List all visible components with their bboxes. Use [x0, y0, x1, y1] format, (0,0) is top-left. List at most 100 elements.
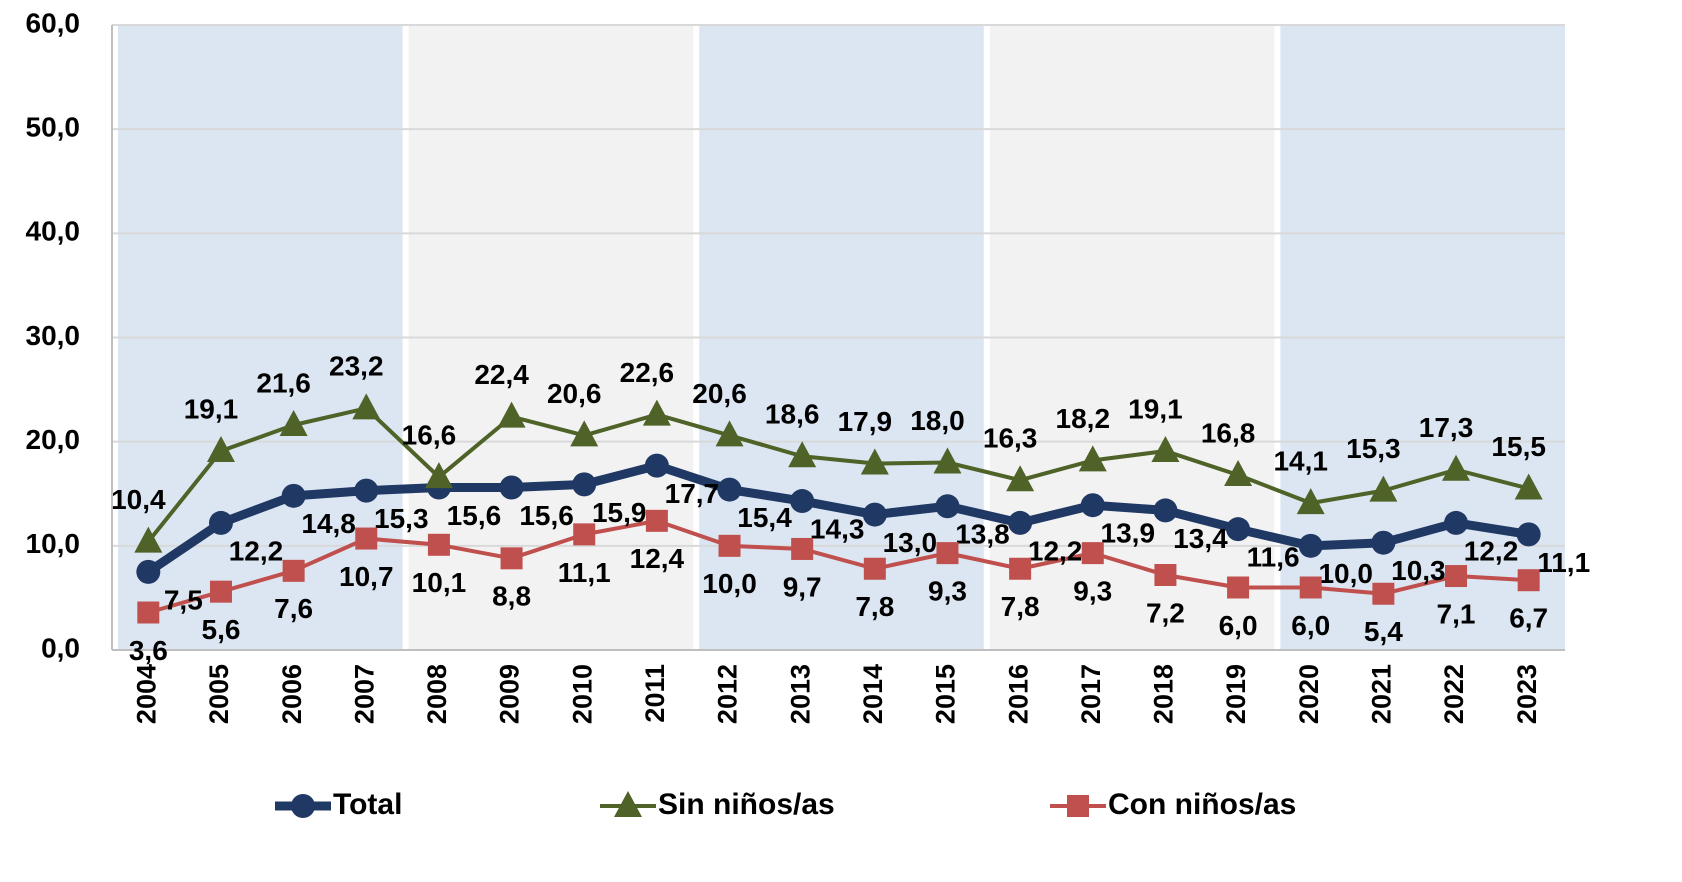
x-tick-label: 2019 [1221, 664, 1251, 724]
series-line [145, 461, 1530, 576]
point [424, 462, 453, 489]
legend-marker [614, 791, 642, 817]
point [279, 410, 308, 436]
data-label: 20,6 [547, 378, 602, 409]
x-tick-label: 2008 [422, 664, 452, 724]
point [862, 502, 887, 527]
data-label: 7,8 [855, 591, 894, 622]
point [206, 436, 235, 463]
point [642, 399, 671, 426]
point [1080, 493, 1105, 518]
point [718, 534, 741, 557]
point [282, 559, 305, 582]
data-label: 9,3 [1073, 576, 1112, 607]
data-label: 13,4 [1173, 523, 1228, 554]
data-label: 10,0 [1318, 558, 1373, 589]
y-tick-label: 50,0 [26, 112, 81, 143]
data-label: 6,0 [1219, 610, 1258, 641]
x-tick-label: 2005 [204, 664, 234, 724]
series-line [146, 406, 1530, 543]
point [933, 447, 962, 474]
x-tick-label: 2011 [640, 664, 670, 723]
point [427, 533, 450, 556]
data-label: 19,1 [1128, 393, 1183, 424]
data-label: 18,6 [765, 399, 820, 430]
data-label: 14,3 [810, 513, 865, 544]
data-label: 17,3 [1419, 412, 1474, 443]
data-label: 7,8 [1001, 591, 1040, 622]
data-label: 15,4 [737, 502, 792, 533]
x-tick-label: 2012 [713, 664, 743, 724]
data-label: 5,4 [1364, 616, 1403, 647]
point [1296, 488, 1325, 515]
data-label: 9,7 [783, 571, 822, 602]
point [788, 441, 817, 468]
point [715, 420, 744, 447]
point [860, 448, 889, 475]
point [572, 472, 597, 497]
data-label: 8,8 [492, 581, 531, 612]
point [209, 580, 232, 603]
data-label: 15,6 [519, 500, 574, 531]
x-tick-label: 2014 [858, 664, 888, 724]
data-label: 14,1 [1273, 446, 1328, 477]
point [717, 477, 742, 502]
x-tick-label: 2021 [1367, 664, 1397, 724]
point [644, 453, 669, 478]
data-label: 13,0 [883, 527, 938, 558]
x-tick-label: 2013 [785, 664, 815, 724]
point [1153, 498, 1178, 523]
data-label: 7,1 [1437, 598, 1476, 629]
data-label: 12,2 [229, 535, 284, 566]
point [1006, 465, 1035, 492]
data-label: 15,9 [592, 497, 647, 528]
point [1151, 436, 1180, 463]
point [791, 537, 814, 560]
legend-label: Con niños/as [1108, 788, 1296, 821]
point [355, 527, 378, 550]
point [1227, 576, 1250, 599]
point [1516, 522, 1541, 547]
data-label: 14,8 [301, 508, 356, 539]
point [1154, 564, 1177, 586]
x-tick-label: 2004 [131, 664, 161, 724]
point [1514, 473, 1543, 500]
x-tick-label: 2018 [1149, 664, 1179, 724]
point [1372, 582, 1395, 605]
y-tick-label: 40,0 [26, 216, 81, 247]
data-label: 10,0 [702, 568, 757, 599]
data-label: 15,5 [1491, 431, 1546, 462]
legend-label: Sin niños/as [658, 788, 835, 821]
x-tick-label: 2022 [1439, 664, 1469, 724]
data-label: 12,2 [1028, 535, 1083, 566]
x-tick-label: 2016 [1003, 664, 1033, 724]
data-label: 7,5 [164, 584, 203, 615]
x-tick-label: 2023 [1512, 664, 1542, 724]
data-label: 15,3 [1346, 433, 1401, 464]
data-label: 13,9 [1101, 518, 1156, 549]
point [1371, 530, 1396, 555]
point [134, 526, 163, 553]
data-label: 11,1 [558, 557, 611, 588]
data-label: 6,7 [1509, 603, 1548, 634]
point [790, 489, 815, 514]
point [499, 475, 524, 500]
point [497, 401, 526, 428]
data-label: 18,2 [1056, 403, 1111, 434]
x-tick-label: 2015 [931, 664, 961, 724]
point [1369, 475, 1398, 502]
x-tick-label: 2006 [277, 664, 307, 724]
point [863, 557, 886, 580]
point [570, 420, 599, 447]
point [1226, 517, 1251, 542]
data-label: 3,6 [129, 635, 168, 666]
point [354, 478, 379, 503]
data-label: 16,8 [1201, 417, 1256, 448]
x-tick-label: 2010 [567, 664, 597, 724]
x-tick-label: 2009 [495, 664, 525, 724]
data-label: 15,3 [374, 503, 429, 534]
point [352, 393, 381, 420]
y-tick-label: 60,0 [26, 7, 81, 38]
data-label: 7,6 [274, 593, 313, 624]
data-label: 12,2 [1464, 535, 1519, 566]
